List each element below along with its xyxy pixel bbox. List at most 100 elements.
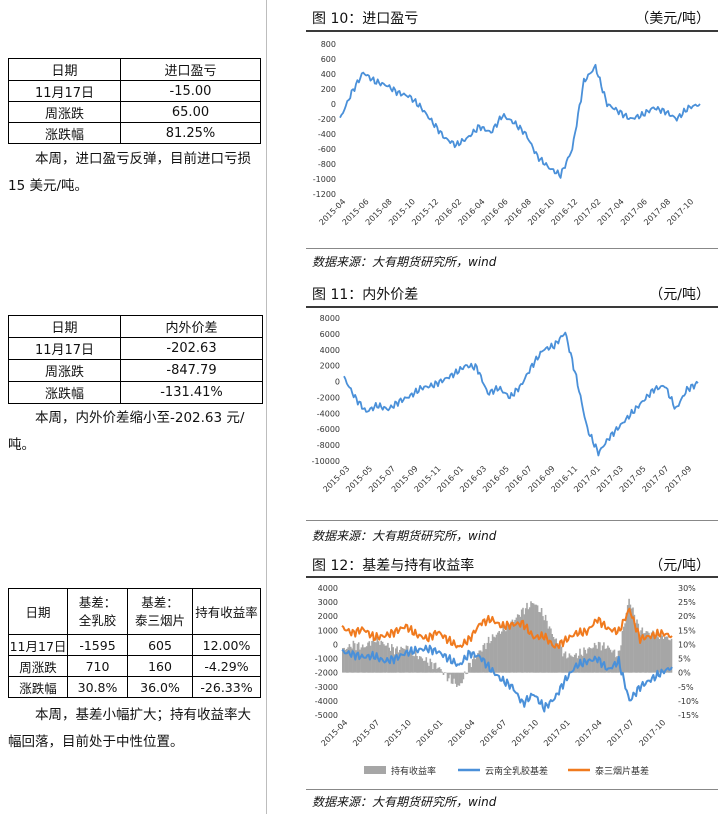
- table-cell: 11月17日: [8, 337, 121, 360]
- yield-bar: [507, 623, 510, 673]
- yield-bar: [535, 604, 538, 673]
- table-header: 基差： 全乳胶: [67, 588, 128, 635]
- yield-bar: [523, 614, 526, 673]
- yield-bar: [361, 644, 364, 673]
- yield-bar: [572, 657, 575, 673]
- yield-bar: [346, 648, 348, 673]
- yield-bar: [381, 641, 384, 673]
- table-header: 日期: [8, 588, 68, 635]
- yield-bar: [454, 672, 457, 684]
- yield-bar: [515, 617, 518, 673]
- yield-bar: [491, 634, 494, 673]
- yield-bar: [539, 612, 542, 673]
- table-header: 基差： 泰三烟片: [127, 588, 193, 635]
- y-tick-label: -1200: [313, 190, 336, 199]
- y-tick-label: -200: [318, 115, 336, 124]
- yield-bar: [429, 658, 432, 673]
- yield-bar: [363, 647, 365, 673]
- yield-bar: [624, 623, 626, 673]
- yield-bar: [420, 656, 422, 673]
- yield-bar: [518, 614, 520, 673]
- yield-bar: [634, 623, 637, 673]
- yield-bar: [446, 672, 449, 682]
- yield-bar: [656, 629, 658, 673]
- yield-bar: [493, 636, 495, 673]
- yield-bar: [437, 667, 439, 673]
- yield-bar: [571, 656, 573, 673]
- series-line: [339, 63, 701, 179]
- yield-bar: [530, 601, 532, 673]
- yield-bar: [608, 647, 610, 673]
- yield-bar: [466, 672, 469, 674]
- basis-yield-chart: 4000 3000 2000 1000 0 -1000 -2000 -3000 -4000 -50…: [315, 584, 699, 777]
- title-rule: [306, 306, 718, 308]
- yield-bar: [408, 653, 410, 673]
- yield-bar: [400, 646, 402, 673]
- table-header: 日期: [8, 58, 121, 81]
- yield-bar: [670, 638, 673, 673]
- yield-bar: [430, 662, 433, 673]
- yield-bar: [611, 652, 613, 673]
- table-cell: 周涨跌: [8, 655, 68, 677]
- yield-bar: [422, 660, 425, 673]
- yield-bar: [486, 642, 489, 673]
- y-tick-label: -2000: [315, 669, 338, 678]
- spread-table: 日期 内外价差 11月17日 -202.63 周涨跌 -847.79 涨跌幅 -…: [8, 315, 263, 404]
- yield-bar: [494, 637, 496, 673]
- yield-bar: [444, 672, 446, 673]
- yield-bar: [367, 642, 369, 673]
- yield-bar: [650, 632, 653, 673]
- y-tick-label: -8000: [317, 441, 340, 450]
- yield-bar: [609, 649, 612, 673]
- yield-bar: [665, 636, 667, 673]
- yield-bar: [612, 650, 614, 673]
- y2-tick-label: 25%: [678, 598, 696, 607]
- yield-bar: [555, 638, 557, 673]
- import-profit-comment: 本周，进口盈亏反弹，目前进口亏损 15 美元/吨。: [8, 151, 251, 194]
- yield-bar: [513, 621, 515, 673]
- yield-bar: [456, 672, 458, 687]
- spread-comment: 本周，内外价差缩小至-202.63 元/吨。: [8, 410, 245, 453]
- yield-bar: [657, 637, 659, 673]
- yield-bar: [425, 657, 428, 673]
- yield-bar: [623, 626, 625, 673]
- yield-bar: [497, 632, 499, 673]
- table-cell: 11月17日: [8, 80, 121, 102]
- table-cell: 36.0%: [127, 676, 193, 698]
- yield-bar: [342, 648, 344, 673]
- yield-bar: [360, 647, 363, 673]
- yield-bar: [637, 623, 640, 673]
- yield-bar: [351, 648, 353, 673]
- series-line: [343, 331, 699, 457]
- yield-bar: [471, 659, 474, 673]
- table-cell: -26.33%: [192, 676, 261, 698]
- yield-bar: [564, 651, 567, 673]
- yield-bar: [633, 614, 636, 673]
- y-tick-label: -10000: [312, 457, 340, 466]
- table-cell: 160: [127, 655, 193, 677]
- yield-bar: [603, 642, 605, 673]
- figure-unit: （元/吨）: [649, 558, 710, 574]
- y-tick-label: -1000: [315, 655, 338, 664]
- yield-bar: [403, 648, 405, 673]
- yield-bar: [413, 656, 416, 673]
- yield-bar: [662, 639, 665, 673]
- y-tick-label: 200: [321, 85, 336, 94]
- yield-bar: [344, 649, 347, 673]
- y-tick-label: 800: [321, 40, 336, 49]
- yield-bar: [645, 631, 648, 673]
- yield-bar: [399, 649, 401, 673]
- y2-tick-label: -5%: [678, 683, 694, 692]
- table-cell: -4.29%: [192, 655, 261, 677]
- yield-bar: [409, 650, 412, 673]
- yield-bar: [478, 650, 481, 673]
- table-cell: -847.79: [120, 359, 263, 382]
- table-header: 内外价差: [120, 315, 263, 338]
- basis-table: 日期 基差： 全乳胶 基差： 泰三烟片 持有收益率 11月17日 -1595 6…: [8, 588, 261, 698]
- table-cell: 605: [127, 634, 193, 656]
- yield-bar: [511, 619, 514, 673]
- y2-tick-label: -10%: [678, 697, 699, 706]
- yield-bar: [563, 653, 565, 673]
- column-divider: [266, 0, 267, 814]
- figure-title: 图 11：内外价差: [312, 287, 419, 303]
